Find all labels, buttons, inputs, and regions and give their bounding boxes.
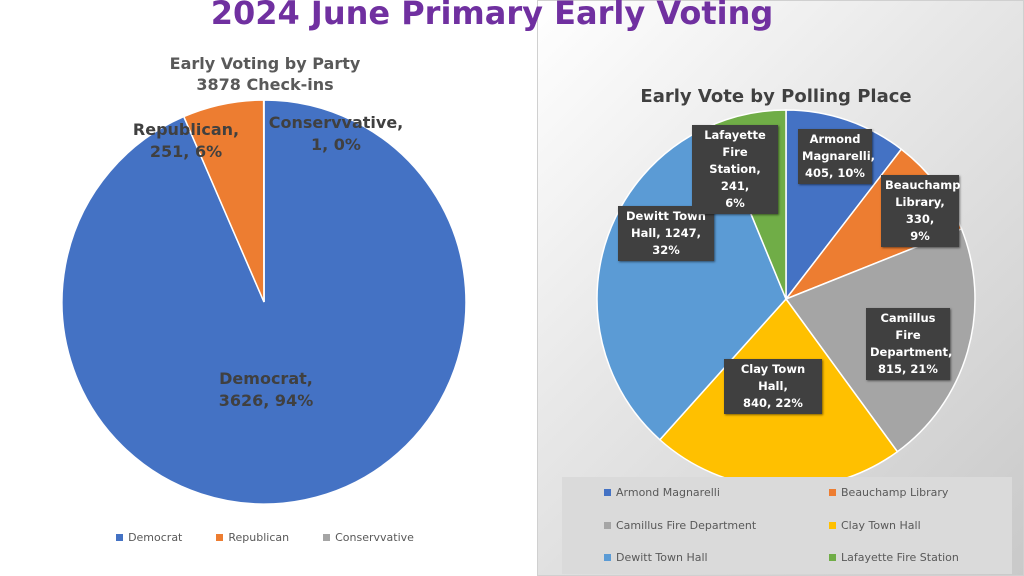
left-chart-title: Early Voting by Party 3878 Check-ins (150, 53, 380, 95)
legend-item-republican: Republican (216, 531, 289, 544)
data-label-republican: Republican, 251, 6% (132, 120, 240, 161)
main-title: 2024 June Primary Early Voting (210, 0, 774, 32)
data-label-lafayette: Lafayette Fire Station, 241, 6% (692, 125, 778, 214)
data-label-clay: Clay Town Hall, 840, 22% (724, 359, 822, 414)
right-chart-title: Early Vote by Polling Place (640, 86, 912, 107)
legend-item-armond: Armond Magnarelli (604, 486, 720, 499)
data-label-conservative: Conservvative, 1, 0% (268, 113, 404, 154)
legend-item-lafayette: Lafayette Fire Station (829, 551, 959, 564)
legend-item-democrat: Democrat (116, 531, 182, 544)
legend-item-camillus: Camillus Fire Department (604, 519, 756, 532)
legend-item-beauchamp: Beauchamp Library (829, 486, 948, 499)
data-label-camillus: Camillus Fire Department, 815, 21% (866, 308, 952, 380)
left-legend: Democrat Republican Conservvative (0, 531, 530, 544)
data-label-beauchamp: Beauchamp Library, 330, 9% (881, 175, 961, 247)
right-legend: Armond Magnarelli Beauchamp Library Cami… (562, 477, 1012, 574)
data-label-democrat: Democrat, 3626, 94% (218, 369, 314, 410)
data-label-armond: Armond Magnarelli, 405, 10% (798, 129, 875, 184)
legend-item-clay: Clay Town Hall (829, 519, 921, 532)
legend-item-dewitt: Dewitt Town Hall (604, 551, 708, 564)
legend-item-conservative: Conservvative (323, 531, 414, 544)
left-chart-title-text: Early Voting by Party (169, 54, 361, 73)
left-chart-subtitle: 3878 Check-ins (196, 75, 334, 94)
data-label-dewitt: Dewitt Town Hall, 1247, 32% (618, 206, 714, 261)
